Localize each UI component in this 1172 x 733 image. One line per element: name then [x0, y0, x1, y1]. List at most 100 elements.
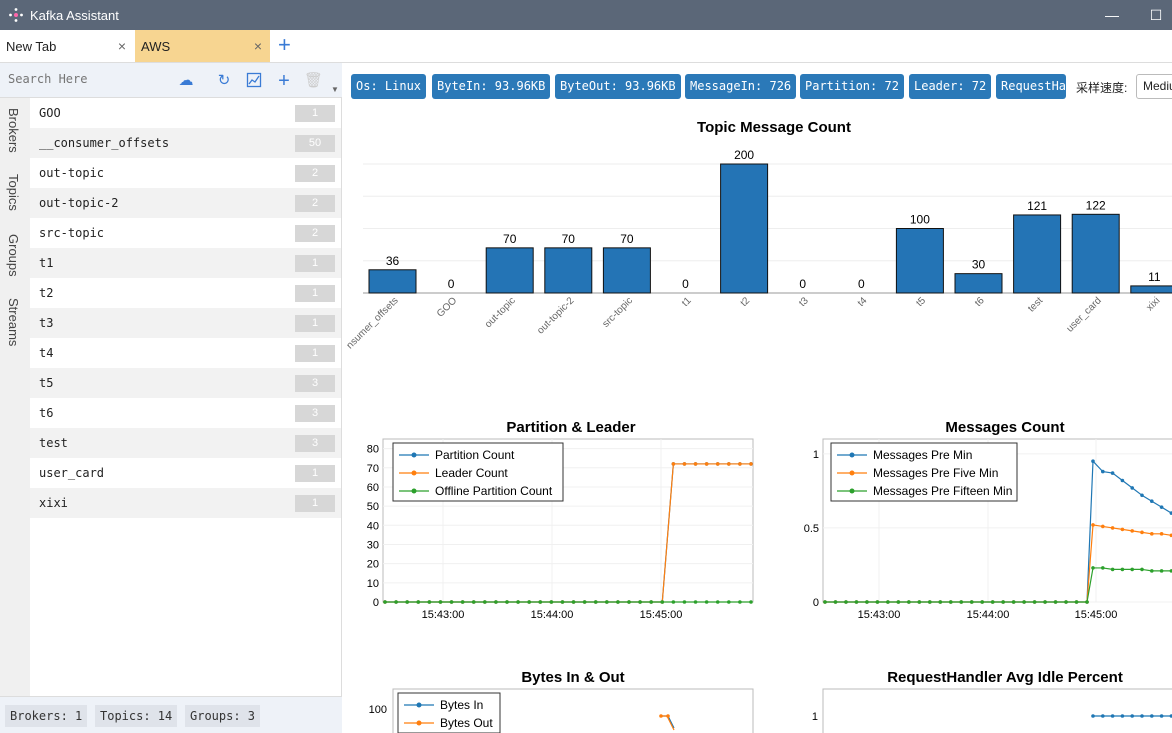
tick-label: t4	[856, 295, 870, 309]
tick-label: src-topic	[601, 295, 636, 330]
data-point	[1120, 714, 1125, 718]
topic-row[interactable]: t6 3	[30, 398, 341, 428]
legend-marker	[849, 470, 855, 476]
dashboard: Os: Linux ByteIn: 93.96KB ByteOut: 93.96…	[343, 63, 1172, 733]
topic-row[interactable]: src-topic 2	[30, 218, 341, 248]
data-point	[427, 600, 432, 604]
topic-row[interactable]: test 3	[30, 428, 341, 458]
legend-label: Messages Pre Min	[873, 448, 972, 462]
topic-row[interactable]: t3 1	[30, 308, 341, 338]
topic-row[interactable]: t1 1	[30, 248, 341, 278]
data-point	[990, 600, 995, 604]
topics-count: Topics: 14	[95, 705, 178, 727]
data-point	[1074, 600, 1079, 604]
add-icon[interactable]: +	[278, 70, 290, 92]
topic-row[interactable]: t5 3	[30, 368, 341, 398]
data-label: 70	[620, 232, 634, 246]
chart-title: Bytes In & Out	[521, 669, 624, 686]
charts-canvas: Topic Message Count 36 nsumer_offsets 0 GOO 7…	[345, 119, 1172, 733]
data-point	[833, 600, 838, 604]
data-point	[1150, 532, 1154, 536]
data-point	[1091, 714, 1095, 718]
data-point	[980, 600, 984, 604]
data-point	[727, 462, 731, 466]
side-tab-groups[interactable]: Groups	[6, 234, 21, 277]
data-point	[1159, 505, 1164, 509]
close-icon[interactable]: ×	[117, 38, 126, 54]
cloud-icon[interactable]: ☁	[178, 72, 194, 89]
data-point	[1169, 511, 1172, 515]
data-point	[823, 600, 827, 604]
data-point	[749, 600, 753, 604]
data-point	[638, 600, 642, 604]
data-point	[549, 600, 554, 604]
topic-toolbar: ☁ ↻ + 🗑 ▼	[0, 63, 342, 98]
info-pill-messagein: MessageIn: 726	[685, 74, 797, 99]
x-tick-label: 15:45:00	[640, 609, 683, 621]
y-tick-label: 50	[367, 501, 379, 513]
data-point	[1169, 533, 1172, 538]
data-point	[659, 714, 663, 718]
data-point	[715, 600, 720, 604]
data-point	[1140, 493, 1144, 498]
data-point	[460, 600, 465, 604]
left-panel: ☁ ↻ + 🗑 ▼ Brokers Topics Groups Streams …	[0, 63, 342, 733]
side-tab-brokers[interactable]: Brokers	[6, 108, 21, 153]
plot-frame	[392, 688, 754, 733]
topic-row[interactable]: __consumer_offsets 50	[30, 128, 341, 158]
side-tab-streams[interactable]: Streams	[6, 298, 21, 347]
search-input[interactable]	[8, 72, 168, 86]
data-point	[917, 600, 922, 604]
topic-row[interactable]: user_card 1	[30, 458, 341, 488]
close-icon[interactable]: ×	[253, 38, 262, 54]
dropdown-icon[interactable]: ▼	[331, 85, 339, 94]
tick-label: test	[1026, 295, 1045, 314]
tick-label: t3	[797, 295, 811, 309]
topic-row[interactable]: GOO 1	[30, 98, 341, 128]
data-point	[616, 600, 620, 604]
trash-icon[interactable]: 🗑	[304, 72, 324, 89]
data-point	[1120, 567, 1125, 572]
chart-title: Topic Message Count	[697, 119, 851, 136]
legend-label: Bytes In	[440, 698, 483, 712]
refresh-icon[interactable]: ↻	[217, 72, 231, 89]
sample-rate-select[interactable]: Medium	[1136, 74, 1172, 99]
topic-row[interactable]: t2 1	[30, 278, 341, 308]
data-point	[959, 600, 964, 604]
bar	[1013, 214, 1062, 294]
data-point	[1140, 567, 1144, 572]
topic-row[interactable]: xixi 1	[30, 488, 341, 518]
data-point	[727, 600, 731, 604]
legend-label: Messages Pre Fifteen Min	[873, 484, 1012, 498]
minimize-button[interactable]: —	[1105, 7, 1119, 23]
maximize-button[interactable]: ☐	[1149, 6, 1163, 23]
add-tab-button[interactable]: +	[278, 32, 291, 57]
x-tick-label: 15:44:00	[967, 609, 1010, 621]
data-point	[394, 600, 398, 604]
data-point	[865, 600, 869, 604]
data-label: 0	[682, 277, 689, 291]
data-point	[1130, 567, 1134, 572]
legend-label: Leader Count	[435, 466, 508, 480]
tab-aws[interactable]: AWS ×	[135, 30, 270, 62]
topic-row[interactable]: out-topic-2 2	[30, 188, 341, 218]
partition-badge: 3	[295, 435, 335, 452]
data-point	[1022, 600, 1026, 604]
side-tab-topics[interactable]: Topics	[6, 174, 21, 211]
data-point	[605, 600, 609, 604]
data-point	[671, 600, 676, 604]
chart-icon[interactable]	[245, 72, 263, 90]
data-point	[593, 600, 598, 604]
topic-row[interactable]: out-topic 2	[30, 158, 341, 188]
data-point	[715, 462, 720, 466]
data-point	[969, 600, 974, 604]
info-pill-os: Os: Linux	[351, 74, 427, 99]
partition-badge: 1	[295, 105, 335, 122]
topic-row[interactable]: t4 1	[30, 338, 341, 368]
data-point	[693, 462, 698, 466]
tab-new-tab[interactable]: New Tab ×	[0, 30, 134, 62]
y-tick-label: 60	[367, 482, 379, 494]
bar	[544, 247, 593, 294]
partition-badge: 3	[295, 375, 335, 392]
tick-label: t6	[973, 295, 987, 309]
